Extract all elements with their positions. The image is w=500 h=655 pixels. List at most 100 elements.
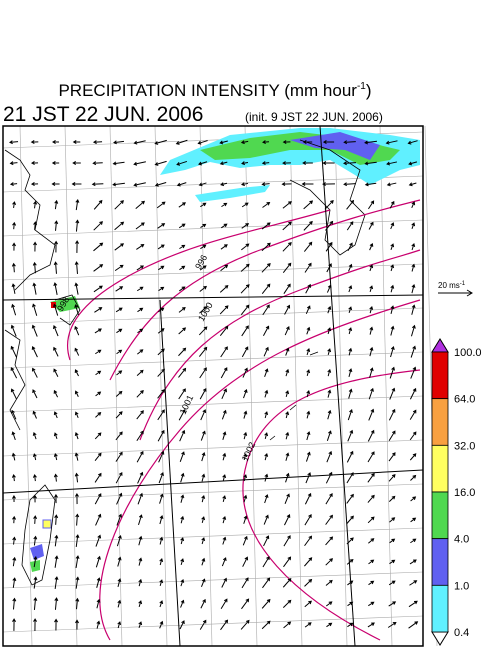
wind-vector: [410, 517, 417, 523]
wind-vector: [322, 140, 335, 145]
wind-vector: [262, 140, 270, 145]
wind-vector: [11, 452, 16, 461]
wind-vector: [302, 161, 313, 165]
colorbar: 100.0 64.0 32.0 16.0 4.0 1.0 0.4: [431, 338, 482, 646]
wind-vector: [157, 244, 165, 250]
colorbar-label: 64.0: [454, 394, 475, 406]
wind-vector: [197, 140, 208, 145]
wind-vector: [388, 452, 396, 462]
wind-vector: [283, 283, 291, 294]
wind-vector: [74, 492, 79, 505]
wind-vector: [305, 451, 311, 462]
wind-vector: [96, 620, 101, 629]
wind-vector: [346, 493, 354, 504]
valid-time: 21 JST 22 JUN. 2006: [3, 103, 203, 126]
wind-vector: [33, 494, 37, 503]
wind-vector: [410, 345, 417, 358]
wind-vector: [348, 285, 353, 293]
wind-vector: [53, 261, 58, 274]
wind-vector: [96, 598, 101, 609]
wind-vector: [137, 328, 144, 334]
wind-vector: [282, 201, 292, 209]
wind-vector: [94, 452, 102, 461]
wind-vector: [51, 182, 60, 186]
wind-vector: [325, 601, 333, 607]
wind-vector: [11, 473, 16, 482]
wind-vector: [158, 286, 165, 292]
wind-vector: [116, 534, 122, 547]
wind-vector: [346, 515, 354, 525]
wind-vector: [30, 182, 39, 187]
wind-vector: [54, 514, 59, 525]
wind-vector: [261, 620, 271, 630]
wind-vector: [116, 492, 123, 505]
wind-vector: [343, 161, 357, 166]
wind-vector: [262, 304, 270, 316]
wind-vector: [264, 389, 269, 398]
wind-vector: [303, 220, 313, 231]
wind-vector: [159, 600, 164, 608]
wind-vector: [388, 580, 396, 586]
wind-vector: [390, 284, 395, 293]
wind-vector: [364, 140, 378, 145]
wind-vector: [389, 200, 395, 209]
wind-vector: [11, 262, 16, 273]
wind-vector: [343, 182, 356, 187]
wind-vector: [221, 202, 228, 208]
wind-vector: [12, 618, 17, 631]
wind-vector: [241, 598, 250, 610]
wind-vector: [305, 283, 311, 294]
wind-vector: [74, 347, 80, 356]
colorbar-segment: [431, 491, 449, 540]
wind-vector: [53, 453, 58, 461]
wind-vector: [53, 282, 58, 295]
wind-vector: [388, 495, 396, 502]
wind-vector: [53, 303, 59, 316]
wind-vector: [327, 368, 332, 377]
wind-vector: [112, 182, 125, 187]
wind-vector: [327, 327, 332, 335]
wind-vector: [136, 243, 145, 250]
wind-vector: [198, 161, 208, 166]
wind-vector: [94, 328, 102, 334]
wind-vector: [117, 578, 122, 588]
wind-vector: [283, 556, 292, 568]
wind-vector: [53, 493, 58, 504]
wind-vector: [133, 161, 146, 166]
wind-vector: [220, 182, 228, 187]
wind-vector: [200, 244, 207, 250]
wind-vector: [306, 390, 311, 398]
wind-vector: [198, 346, 208, 357]
wind-vector: [222, 536, 227, 545]
wind-vector: [178, 388, 186, 400]
wind-vector: [326, 430, 332, 441]
wind-vector: [305, 305, 311, 315]
wind-vector: [201, 537, 206, 545]
wind-vector: [282, 161, 291, 166]
wind-vector: [325, 558, 333, 566]
wind-vector: [347, 429, 354, 442]
wind-vector: [33, 555, 38, 568]
wind-vector: [368, 601, 375, 607]
wind-vector: [408, 182, 417, 187]
wind-vector: [390, 305, 395, 314]
wind-vector: [302, 140, 313, 144]
wind-vector: [263, 535, 270, 547]
wind-vector: [54, 555, 59, 568]
wind-vector: [200, 598, 206, 609]
wind-vector: [116, 370, 123, 376]
wind-vector: [94, 432, 102, 440]
wind-vector: [281, 182, 292, 187]
wind-vector: [285, 390, 290, 398]
wind-vector: [411, 201, 416, 209]
wind-vector: [367, 494, 375, 503]
wind-vector: [33, 241, 38, 252]
wind-vector: [93, 199, 103, 210]
wind-vector: [304, 514, 312, 526]
wind-vector: [346, 221, 354, 231]
wind-vector: [32, 282, 37, 295]
wind-vector: [179, 265, 186, 271]
wind-vector: [243, 494, 248, 503]
wind-vector: [261, 242, 271, 252]
wind-vector: [75, 513, 80, 526]
